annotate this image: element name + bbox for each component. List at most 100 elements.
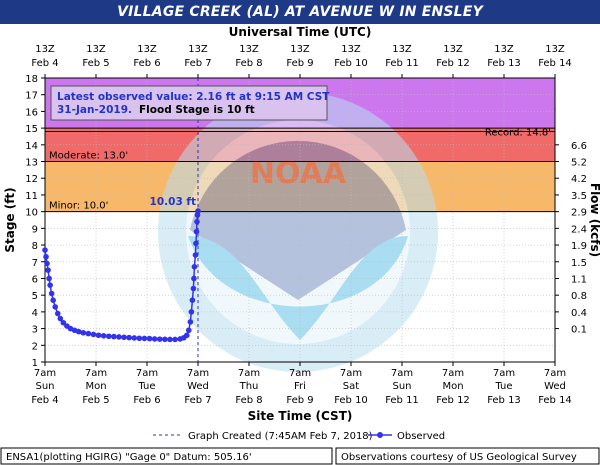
flow-tick-label: 0.8 xyxy=(571,291,587,302)
observed-point xyxy=(121,334,127,341)
x-tick-time: 7am xyxy=(340,368,362,379)
flow-tick-label: 4.2 xyxy=(571,174,587,185)
top-tick-time: 13Z xyxy=(494,44,514,55)
observed-point xyxy=(100,332,107,339)
logo-upper-field xyxy=(190,140,406,300)
latest-value-line1: Latest observed value: 2.16 ft at 9:15 A… xyxy=(57,91,330,103)
minor-label: Minor: 10.0' xyxy=(49,201,108,212)
x-tick-date: Feb 7 xyxy=(184,395,211,406)
top-tick-date: Feb 5 xyxy=(82,58,109,69)
y-tick-label: 16 xyxy=(25,107,38,118)
flow-tick-label: 2.9 xyxy=(571,208,587,219)
x-tick-time: 7am xyxy=(493,368,515,379)
observed-point xyxy=(48,290,55,297)
top-tick-date: Feb 12 xyxy=(436,58,470,69)
latest-value-box xyxy=(50,85,328,121)
record-label: Record: 14.8' xyxy=(485,127,551,138)
legend-graph-created-label: Graph Created (7:45AM Feb 7, 2018) xyxy=(188,431,373,442)
flow-tick-label: 2.4 xyxy=(571,224,587,235)
x-tick-time: 7am xyxy=(289,368,311,379)
x-tick-day: Tue xyxy=(137,381,155,392)
observed-point xyxy=(188,309,195,315)
top-tick-date: Feb 13 xyxy=(487,58,521,69)
x-tick-date: Feb 5 xyxy=(82,395,109,406)
x-tick-date: Feb 11 xyxy=(385,395,419,406)
logo-gull-shape xyxy=(188,236,408,340)
observed-point xyxy=(50,297,56,303)
observed-point xyxy=(136,335,143,342)
top-tick-time: 13Z xyxy=(341,44,361,55)
y-tick-label: 2 xyxy=(32,341,38,352)
observed-point xyxy=(44,260,50,267)
y-tick-label: 14 xyxy=(25,141,38,152)
annotations: 10.03 ft Record: 14.8' Moderate: 13.0' Mino… xyxy=(49,78,551,442)
x-tick-date: Feb 10 xyxy=(334,395,368,406)
legend-observed-point xyxy=(377,432,383,438)
observed-point xyxy=(141,335,148,342)
y-axis-label: Stage (ft) xyxy=(3,187,17,252)
x-tick-date: Feb 9 xyxy=(286,395,313,406)
y-tick-label: 9 xyxy=(32,224,38,235)
x-tick-date: Feb 8 xyxy=(235,395,262,406)
x-tick-day: Wed xyxy=(544,381,566,392)
observed-point xyxy=(105,333,112,340)
y-tick-label: 5 xyxy=(32,291,38,302)
y-tick-label: 3 xyxy=(32,325,38,336)
observed-point xyxy=(85,330,92,337)
observed-point xyxy=(191,263,198,270)
y-tick-label: 18 xyxy=(25,74,38,85)
flow-tick-label: 0.4 xyxy=(571,308,587,319)
y-tick-label: 11 xyxy=(25,191,38,202)
top-tick-time: 13Z xyxy=(35,44,55,55)
footer-right-text: Observations courtesy of US Geological S… xyxy=(341,452,577,463)
x-tick-day: Tue xyxy=(494,381,512,392)
observed-point xyxy=(193,240,199,247)
x-tick-day: Sun xyxy=(392,381,411,392)
y-tick-label: 10 xyxy=(25,208,38,219)
observed-point xyxy=(187,319,194,325)
noaa-logo: NOAA xyxy=(158,92,438,372)
observed-point xyxy=(190,285,197,292)
y2-axis-label: Flow (kcfs) xyxy=(588,183,600,257)
flood-stage-text: Flood Stage is 10 ft xyxy=(139,104,255,116)
observed-point xyxy=(80,329,87,336)
flow-tick-label: 5.2 xyxy=(571,158,587,169)
observed-point xyxy=(194,218,200,225)
observed-point xyxy=(54,310,61,317)
y-tick-label: 15 xyxy=(25,124,38,135)
observed-point xyxy=(75,328,82,335)
observed-point xyxy=(156,336,163,342)
observed-point xyxy=(167,336,173,343)
observed-point xyxy=(46,275,52,282)
x-tick-time: 7am xyxy=(238,368,260,379)
x-tick-time: 7am xyxy=(187,368,209,379)
observed-point xyxy=(183,332,190,339)
y-tick-label: 17 xyxy=(25,91,38,102)
footer-left-box xyxy=(0,447,333,465)
x2-axis-label: Universal Time (UTC) xyxy=(229,25,372,39)
observed-point xyxy=(43,253,49,260)
y-tick-label: 6 xyxy=(32,274,38,285)
flow-tick-label: 3.5 xyxy=(571,191,587,202)
legend-observed-label: Observed xyxy=(397,431,445,442)
x-tick-date: Feb 12 xyxy=(436,395,470,406)
observed-point xyxy=(90,331,97,338)
top-tick-time: 13Z xyxy=(290,44,310,55)
observed-point xyxy=(95,332,102,339)
x-tick-day: Thu xyxy=(239,381,259,392)
top-tick-date: Feb 9 xyxy=(286,58,313,69)
top-tick-time: 13Z xyxy=(86,44,106,55)
x-tick-date: Feb 14 xyxy=(538,395,572,406)
observed-point xyxy=(131,335,138,341)
observed-point xyxy=(57,315,64,322)
top-tick-date: Feb 7 xyxy=(184,58,211,69)
top-tick-date: Feb 8 xyxy=(235,58,262,69)
series-observed xyxy=(42,208,201,343)
top-tick-time: 13Z xyxy=(392,44,412,55)
y-tick-label: 8 xyxy=(32,241,38,252)
top-tick-time: 13Z xyxy=(137,44,157,55)
top-tick-time: 13Z xyxy=(443,44,463,55)
top-tick-date: Feb 6 xyxy=(133,58,160,69)
observed-point xyxy=(52,304,58,310)
observed-point xyxy=(162,336,168,343)
